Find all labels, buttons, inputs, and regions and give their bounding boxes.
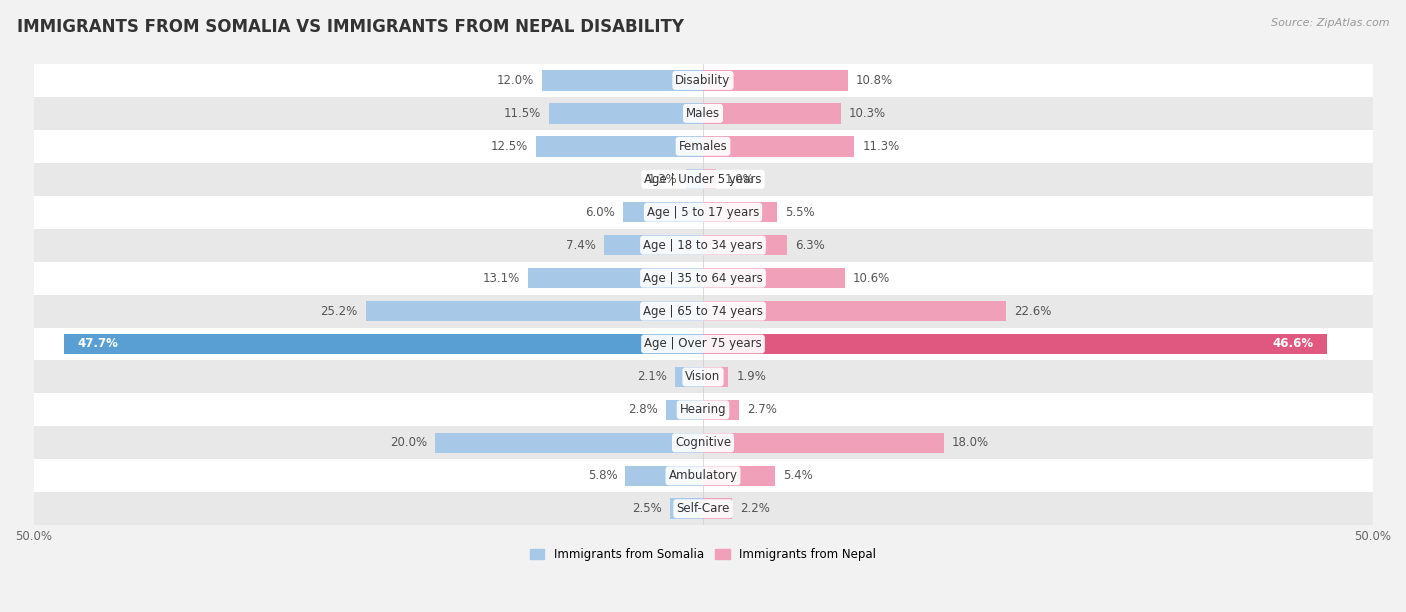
Bar xyxy=(675,367,703,387)
Bar xyxy=(366,301,703,321)
Bar xyxy=(703,301,1005,321)
Bar xyxy=(605,235,703,255)
Text: 13.1%: 13.1% xyxy=(482,272,520,285)
Text: Age | 18 to 34 years: Age | 18 to 34 years xyxy=(643,239,763,252)
Text: Age | 5 to 17 years: Age | 5 to 17 years xyxy=(647,206,759,218)
Bar xyxy=(34,492,1372,525)
Text: 5.5%: 5.5% xyxy=(785,206,814,218)
Text: 2.1%: 2.1% xyxy=(637,370,666,384)
Bar xyxy=(703,103,841,124)
Text: Males: Males xyxy=(686,107,720,120)
Text: Age | 65 to 74 years: Age | 65 to 74 years xyxy=(643,305,763,318)
Bar xyxy=(543,70,703,91)
Text: 46.6%: 46.6% xyxy=(1272,337,1313,351)
Text: 10.6%: 10.6% xyxy=(853,272,890,285)
Bar xyxy=(686,169,703,190)
Bar xyxy=(34,294,1372,327)
Text: 18.0%: 18.0% xyxy=(952,436,990,449)
Bar xyxy=(436,433,703,453)
Bar xyxy=(669,499,703,519)
Bar xyxy=(703,334,1327,354)
Text: 12.0%: 12.0% xyxy=(498,74,534,87)
Bar xyxy=(536,136,703,157)
Text: Hearing: Hearing xyxy=(679,403,727,416)
Bar xyxy=(34,394,1372,427)
Bar xyxy=(34,163,1372,196)
Bar xyxy=(65,334,703,354)
Text: 2.5%: 2.5% xyxy=(631,502,661,515)
Text: 11.5%: 11.5% xyxy=(503,107,541,120)
Bar xyxy=(703,433,943,453)
Bar xyxy=(703,367,728,387)
Bar xyxy=(703,466,775,486)
Text: 2.7%: 2.7% xyxy=(747,403,778,416)
Text: 47.7%: 47.7% xyxy=(77,337,118,351)
Bar xyxy=(626,466,703,486)
Text: Vision: Vision xyxy=(685,370,721,384)
Bar xyxy=(34,427,1372,459)
Text: Source: ZipAtlas.com: Source: ZipAtlas.com xyxy=(1271,18,1389,28)
Text: Females: Females xyxy=(679,140,727,153)
Text: 1.9%: 1.9% xyxy=(737,370,766,384)
Text: Age | Over 75 years: Age | Over 75 years xyxy=(644,337,762,351)
Text: 20.0%: 20.0% xyxy=(389,436,427,449)
Bar xyxy=(703,235,787,255)
Text: 2.2%: 2.2% xyxy=(741,502,770,515)
Bar xyxy=(703,202,776,222)
Text: 1.3%: 1.3% xyxy=(648,173,678,186)
Text: 7.4%: 7.4% xyxy=(567,239,596,252)
Text: 2.8%: 2.8% xyxy=(627,403,658,416)
Text: Age | 35 to 64 years: Age | 35 to 64 years xyxy=(643,272,763,285)
Text: 12.5%: 12.5% xyxy=(491,140,527,153)
Text: IMMIGRANTS FROM SOMALIA VS IMMIGRANTS FROM NEPAL DISABILITY: IMMIGRANTS FROM SOMALIA VS IMMIGRANTS FR… xyxy=(17,18,683,36)
Text: 22.6%: 22.6% xyxy=(1014,305,1052,318)
Bar xyxy=(34,327,1372,360)
Text: 6.0%: 6.0% xyxy=(585,206,614,218)
Text: Ambulatory: Ambulatory xyxy=(668,469,738,482)
Bar xyxy=(34,97,1372,130)
Bar xyxy=(703,499,733,519)
Legend: Immigrants from Somalia, Immigrants from Nepal: Immigrants from Somalia, Immigrants from… xyxy=(526,543,880,565)
Bar xyxy=(34,229,1372,261)
Bar xyxy=(34,64,1372,97)
Bar xyxy=(34,360,1372,394)
Text: Self-Care: Self-Care xyxy=(676,502,730,515)
Text: 1.0%: 1.0% xyxy=(724,173,754,186)
Text: Disability: Disability xyxy=(675,74,731,87)
Text: 5.8%: 5.8% xyxy=(588,469,617,482)
Bar xyxy=(665,400,703,420)
Bar xyxy=(703,70,848,91)
Bar xyxy=(527,268,703,288)
Text: 10.3%: 10.3% xyxy=(849,107,886,120)
Bar xyxy=(623,202,703,222)
Text: 25.2%: 25.2% xyxy=(321,305,357,318)
Bar xyxy=(34,130,1372,163)
Bar xyxy=(34,261,1372,294)
Bar xyxy=(34,459,1372,492)
Bar xyxy=(703,400,740,420)
Text: 6.3%: 6.3% xyxy=(796,239,825,252)
Text: 5.4%: 5.4% xyxy=(783,469,813,482)
Bar xyxy=(703,169,717,190)
Bar xyxy=(703,136,855,157)
Text: Age | Under 5 years: Age | Under 5 years xyxy=(644,173,762,186)
Bar xyxy=(703,268,845,288)
Bar xyxy=(34,196,1372,229)
Text: 10.8%: 10.8% xyxy=(856,74,893,87)
Text: 11.3%: 11.3% xyxy=(862,140,900,153)
Text: Cognitive: Cognitive xyxy=(675,436,731,449)
Bar xyxy=(548,103,703,124)
